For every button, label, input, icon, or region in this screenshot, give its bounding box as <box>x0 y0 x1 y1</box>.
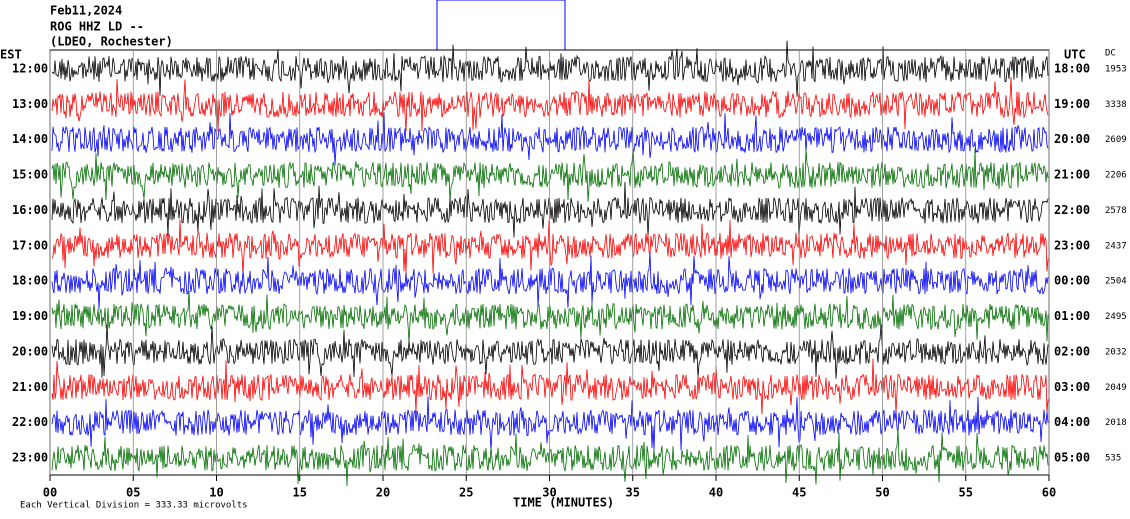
dc-label: 2018 <box>1105 418 1127 428</box>
dc-label: 2049 <box>1105 383 1127 393</box>
x-tick-label: 50 <box>875 486 889 500</box>
est-label: 21:00 <box>12 380 48 394</box>
dc-label: 2206 <box>1105 171 1127 181</box>
est-label: 12:00 <box>12 62 48 76</box>
dc-label: 3338 <box>1105 100 1127 110</box>
est-label: 19:00 <box>12 309 48 323</box>
est-label: 22:00 <box>12 415 48 429</box>
x-tick-label: 45 <box>792 486 806 500</box>
trace <box>51 147 1049 202</box>
dc-label: 2437 <box>1105 241 1127 251</box>
right-axis-title: UTC <box>1064 48 1086 62</box>
est-label: 20:00 <box>12 344 48 358</box>
est-label: 15:00 <box>12 168 48 182</box>
est-label: 14:00 <box>12 132 48 146</box>
x-tick-label: 25 <box>459 486 473 500</box>
date: Feb11,2024 <box>50 4 122 18</box>
utc-label: 20:00 <box>1054 132 1090 146</box>
x-tick-label: 15 <box>293 486 307 500</box>
trace <box>51 323 1049 379</box>
utc-label: 03:00 <box>1054 380 1090 394</box>
x-tick-label: 55 <box>959 486 973 500</box>
dc-title: DC <box>1105 49 1116 59</box>
trace <box>51 219 1049 275</box>
trace <box>51 290 1049 344</box>
x-tick-label: 40 <box>709 486 723 500</box>
event-box <box>436 0 566 51</box>
trace <box>51 396 1049 451</box>
dc-label: 2609 <box>1105 135 1127 145</box>
dc-label: 1953 <box>1105 65 1127 75</box>
x-tick-label: 00 <box>43 486 57 500</box>
footer: Each Vertical Division = 333.33 microvol… <box>20 501 248 511</box>
x-tick-label: 30 <box>542 486 556 500</box>
est-label: 18:00 <box>12 274 48 288</box>
utc-label: 01:00 <box>1054 309 1090 323</box>
trace <box>51 429 1049 487</box>
utc-label: 22:00 <box>1054 203 1090 217</box>
trace <box>51 181 1049 238</box>
dc-label: 2578 <box>1105 206 1127 216</box>
dc-label: 2032 <box>1105 347 1127 357</box>
x-tick-label: 35 <box>626 486 640 500</box>
dc-label: 2495 <box>1105 312 1127 322</box>
utc-label: 23:00 <box>1054 238 1090 252</box>
dc-label: 535 <box>1105 454 1121 464</box>
station: ROG HHZ LD -- <box>50 20 144 34</box>
utc-label: 21:00 <box>1054 168 1090 182</box>
est-label: 23:00 <box>12 451 48 465</box>
utc-label: 04:00 <box>1054 415 1090 429</box>
utc-label: 19:00 <box>1054 97 1090 111</box>
est-label: 17:00 <box>12 238 48 252</box>
x-tick-label: 10 <box>209 486 223 500</box>
location: (LDEO, Rochester) <box>50 35 173 49</box>
utc-label: 05:00 <box>1054 451 1090 465</box>
utc-label: 00:00 <box>1054 274 1090 288</box>
x-tick-label: 60 <box>1042 486 1056 500</box>
utc-label: 18:00 <box>1054 62 1090 76</box>
dc-label: 2504 <box>1105 277 1127 287</box>
x-tick-label: 05 <box>126 486 140 500</box>
est-label: 16:00 <box>12 203 48 217</box>
trace <box>51 77 1049 132</box>
trace <box>51 252 1049 310</box>
utc-label: 02:00 <box>1054 344 1090 358</box>
left-axis-title: EST <box>0 48 22 62</box>
trace <box>51 112 1049 166</box>
trace <box>51 40 1049 97</box>
x-tick-label: 20 <box>376 486 390 500</box>
trace <box>51 358 1049 415</box>
x-axis-title: TIME (MINUTES) <box>513 496 614 510</box>
est-label: 13:00 <box>12 97 48 111</box>
